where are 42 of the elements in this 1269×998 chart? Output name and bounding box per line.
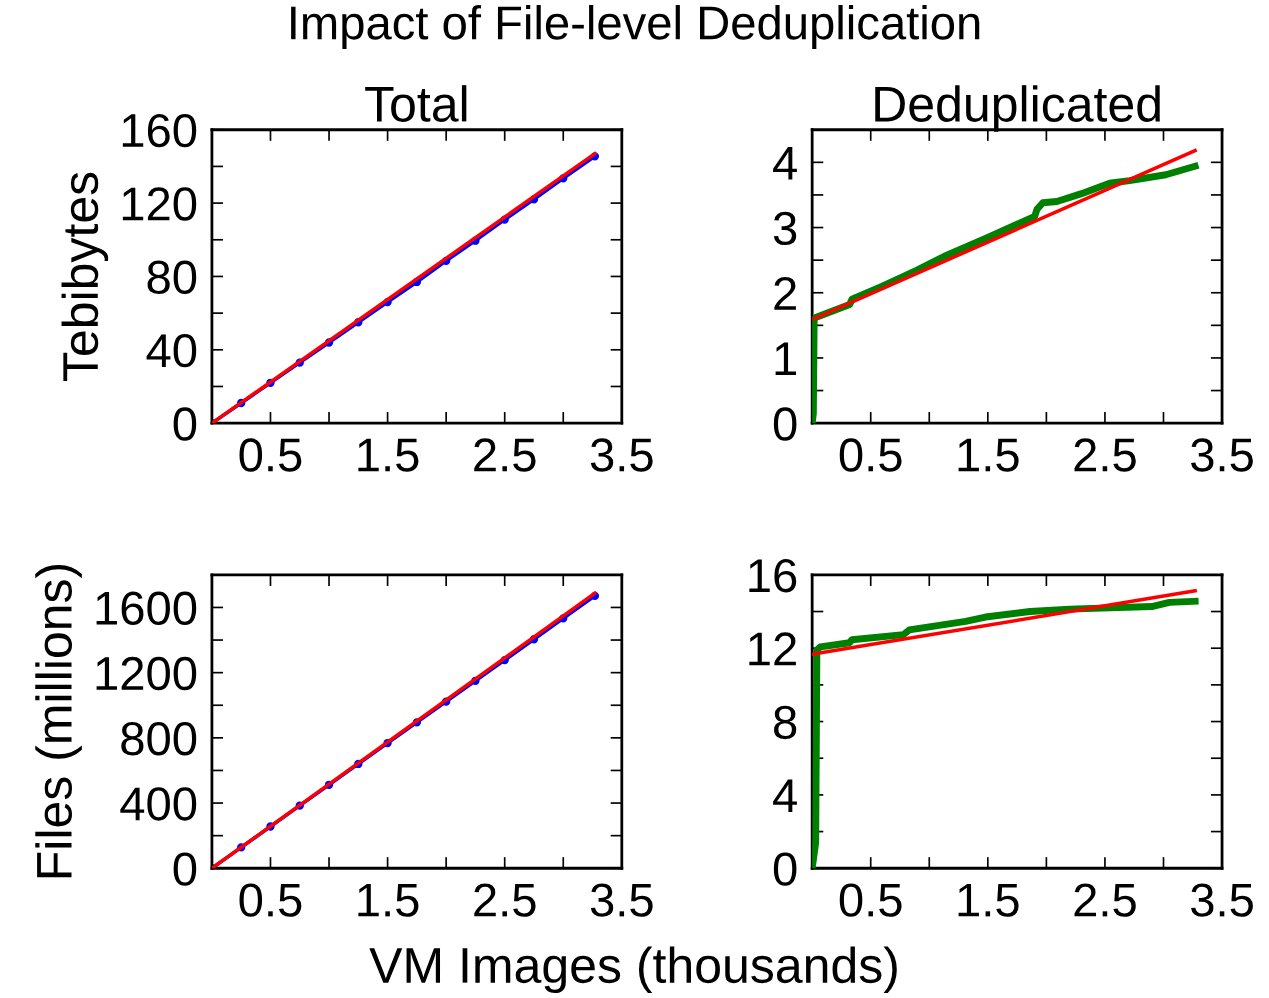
x-tick-label: 3.5 [590, 438, 653, 472]
y-tick-label: 0 [173, 407, 197, 441]
x-tick-label: 2.5 [474, 883, 536, 917]
x-tick-label: 1.5 [958, 883, 1019, 917]
x-tick-label: 1.5 [358, 438, 419, 472]
chart-title: Deduplicated [875, 85, 1160, 132]
x-tick-label: 3.5 [590, 883, 653, 917]
y-tick-label: 2 [774, 276, 796, 310]
y-tick-label: 120 [122, 187, 197, 221]
x-tick-label: 0.5 [239, 883, 302, 917]
y-tick-label: 4 [773, 146, 797, 180]
y-tick-label: 8 [774, 705, 797, 740]
text: Impact of File-level Deduplication [291, 4, 980, 50]
chart-title: Total [365, 85, 467, 122]
x-tick-label: 0.5 [239, 438, 302, 472]
x-tick-label: 0.5 [839, 438, 902, 472]
y-tick-label: 1600 [96, 591, 197, 626]
y-tick-label: 0 [173, 852, 197, 886]
x-axis-title: VM Images (thousands) [369, 946, 897, 994]
y-axis-title: Tebibytes [61, 172, 109, 381]
y-tick-label: 3 [773, 211, 797, 246]
x-tick-label: 1.5 [958, 438, 1019, 472]
y-tick-label: 1 [775, 342, 796, 376]
y-tick-label: 0 [773, 852, 797, 886]
y-tick-label: 16 [749, 558, 797, 593]
y-tick-label: 1200 [96, 656, 197, 691]
x-tick-label: 2.5 [1074, 883, 1136, 917]
x-tick-label: 1.5 [358, 883, 419, 917]
y-tick-label: 12 [749, 632, 796, 666]
y-tick-label: 160 [122, 113, 197, 148]
y-tick-label: 80 [147, 260, 197, 295]
x-tick-label: 3.5 [1191, 438, 1253, 472]
y-tick-label: 40 [146, 333, 197, 368]
x-tick-label: 0.5 [839, 883, 902, 917]
x-tick-label: 3.5 [1191, 883, 1253, 917]
x-tick-label: 2.5 [474, 438, 536, 472]
y-tick-label: 400 [120, 787, 197, 821]
y-tick-label: 800 [121, 721, 197, 756]
y-tick-label: 0 [773, 407, 797, 441]
x-tick-label: 2.5 [1074, 438, 1136, 472]
y-tick-label: 4 [773, 779, 797, 813]
y-axis-title: Files (millions) [35, 564, 82, 878]
